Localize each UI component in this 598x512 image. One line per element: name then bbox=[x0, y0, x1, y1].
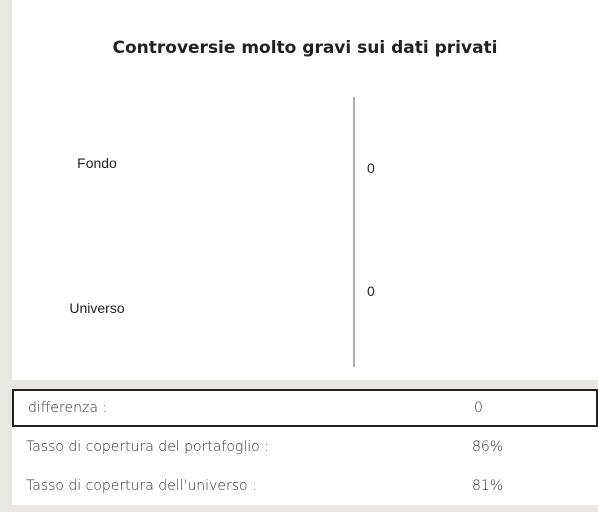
table-row: Tasso di copertura del portafoglio : 86% bbox=[12, 427, 598, 466]
value-label: 0 bbox=[367, 160, 375, 176]
row-label: Tasso di copertura del portafoglio : bbox=[26, 438, 269, 455]
chart-title: Controversie molto gravi sui dati privat… bbox=[113, 38, 498, 58]
table-row: Tasso di copertura dell'universo : 81% bbox=[12, 466, 598, 505]
table-row: differenza : 0 bbox=[12, 389, 598, 427]
table: differenza : 0 Tasso di copertura del port… bbox=[12, 389, 598, 505]
category-label: Universo bbox=[69, 300, 124, 316]
row-value: 0 bbox=[474, 400, 483, 416]
chart: Controversie molto gravi sui dati privat… bbox=[69, 38, 498, 367]
row-value: 86% bbox=[472, 438, 504, 455]
row-label: differenza : bbox=[28, 400, 108, 416]
row-label: Tasso di copertura dell'universo : bbox=[26, 477, 257, 494]
row-value: 81% bbox=[472, 477, 504, 494]
chart-panel: Controversie molto gravi sui dati privat… bbox=[12, 0, 598, 380]
category-label: Fondo bbox=[77, 155, 117, 171]
value-label: 0 bbox=[367, 283, 375, 299]
